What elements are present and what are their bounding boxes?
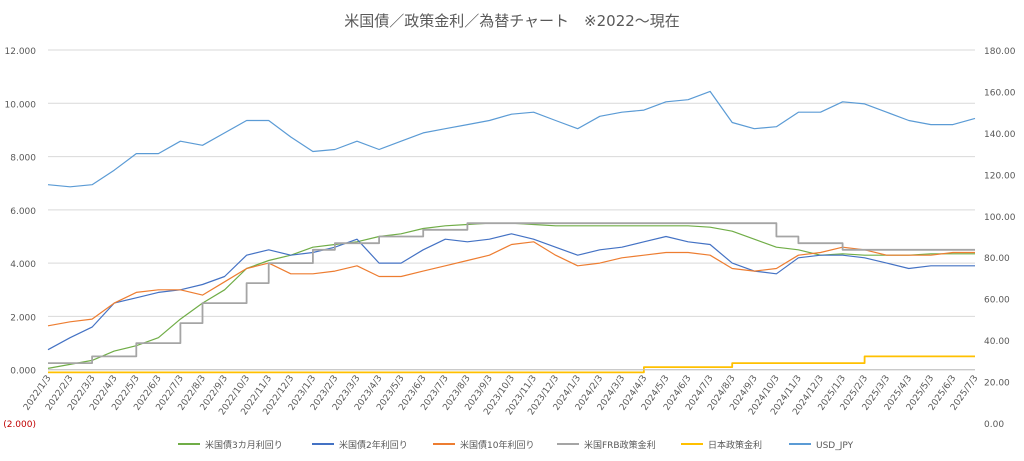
y-axis-right: 0.00 20.00 40.00 60.00 80.00 100.00 120.00 140.… (984, 47, 1016, 430)
y-right-tick-label: 140.00 (984, 130, 1016, 140)
y-left-tick-label: 4.000 (10, 260, 36, 270)
legend-label: 日本政策金利 (708, 439, 762, 451)
y-right-tick-label: 100.00 (984, 213, 1016, 223)
legend-item: 米国FRB政策金利 (557, 439, 656, 451)
y-left-tick-label: 8.000 (10, 154, 36, 164)
y-right-tick-label: 40.00 (984, 337, 1010, 347)
y-right-tick-label: 80.00 (984, 254, 1010, 264)
legend: 米国債3カ月利回り 米国債2年利回り 米国債10年利回り 米国FRB政策金利 日本政策金… (178, 439, 854, 451)
y-left-tick-label: 2.000 (10, 313, 36, 323)
y-right-tick-label: 180.00 (984, 47, 1016, 57)
series-line (48, 355, 975, 374)
series-lines (47, 90, 976, 374)
legend-item: 米国債2年利回り (312, 439, 408, 451)
y-left-tick-label: 10.000 (5, 100, 37, 110)
series-line (47, 233, 975, 351)
legend-label: 米国債2年利回り (339, 439, 408, 451)
y-right-tick-label: 120.00 (984, 171, 1016, 181)
legend-item: 米国債3カ月利回り (178, 439, 283, 451)
y-right-tick-label: 0.00 (984, 420, 1004, 430)
y-left-tick-label: 0.000 (10, 367, 36, 377)
legend-item: USD_JPY (789, 441, 854, 451)
series-line (47, 90, 976, 188)
legend-label: 米国FRB政策金利 (584, 439, 656, 451)
legend-item: 日本政策金利 (681, 439, 762, 451)
y-right-tick-label: 20.00 (984, 379, 1010, 389)
y-axis-left: (2.000) 0.000 2.000 4.000 6.000 8.000 10.000 12… (3, 47, 36, 430)
legend-label: 米国債10年利回り (460, 439, 534, 451)
y-left-tick-label: 12.000 (5, 47, 37, 57)
y-right-tick-label: 60.00 (984, 296, 1010, 306)
legend-label: USD_JPY (816, 441, 854, 451)
y-left-tick-label: (2.000) (3, 420, 36, 430)
y-right-tick-label: 160.00 (984, 88, 1016, 98)
y-left-tick-label: 6.000 (10, 207, 36, 217)
series-line (48, 222, 975, 364)
legend-label: 米国債3カ月利回り (205, 439, 283, 451)
series-line (47, 241, 975, 327)
legend-item: 米国債10年利回り (433, 439, 534, 451)
chart-title: 米国債／政策金利／為替チャート ※2022～現在 (344, 12, 680, 30)
